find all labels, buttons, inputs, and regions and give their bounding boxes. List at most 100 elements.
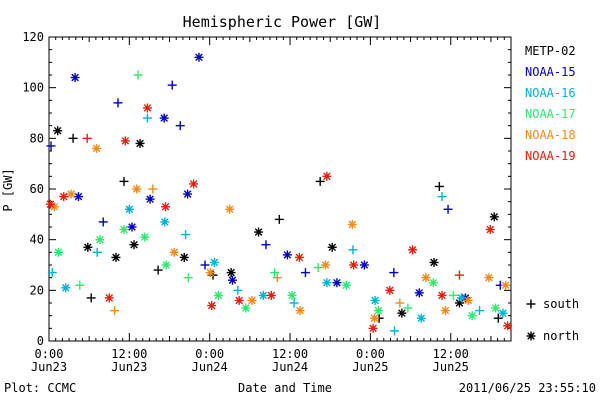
y-tick-label: 60 bbox=[30, 182, 44, 196]
marker-stroke bbox=[464, 296, 472, 305]
marker-stroke bbox=[441, 306, 450, 315]
data-point-noaa-17 bbox=[373, 306, 383, 316]
marker-stroke bbox=[136, 139, 144, 148]
data-point-noaa-15 bbox=[389, 268, 399, 278]
y-tick-label: 40 bbox=[30, 233, 44, 247]
data-point-noaa-18 bbox=[421, 273, 431, 283]
marker-stroke bbox=[248, 296, 256, 305]
data-point-noaa-18 bbox=[110, 306, 120, 316]
x-tick-label-date: Jun25 bbox=[433, 360, 469, 374]
axes-layer: 0204060801001200:00Jun2312:00Jun230:00Ju… bbox=[22, 30, 512, 374]
marker-stroke bbox=[67, 190, 75, 198]
data-point-noaa-19 bbox=[120, 136, 130, 146]
data-point-noaa-15 bbox=[200, 260, 210, 270]
data-point-noaa-16 bbox=[160, 217, 170, 227]
marker-stroke bbox=[235, 296, 243, 305]
data-point-noaa-17 bbox=[140, 232, 150, 242]
data-point-noaa-17 bbox=[403, 303, 413, 313]
chart-title: Hemispheric Power [GW] bbox=[183, 13, 382, 31]
marker-stroke bbox=[105, 294, 114, 302]
marker-stroke bbox=[161, 202, 170, 211]
data-point-noaa-18 bbox=[169, 247, 179, 257]
data-point-noaa-18 bbox=[321, 260, 331, 270]
x-tick-label-date: Jun24 bbox=[192, 360, 228, 374]
legend-entry-noaa-15: NOAA-15 bbox=[525, 65, 576, 79]
x-tick-label-time: 0:00 bbox=[195, 347, 224, 361]
data-point-noaa-15 bbox=[127, 222, 137, 232]
marker-stroke bbox=[503, 322, 512, 330]
data-point-noaa-18 bbox=[369, 313, 379, 323]
data-point-noaa-18 bbox=[205, 268, 215, 278]
marker-stroke bbox=[162, 261, 170, 269]
data-point-noaa-18 bbox=[272, 273, 282, 283]
marker-stroke bbox=[50, 202, 59, 211]
marker-stroke bbox=[53, 126, 62, 135]
data-point-noaa-16 bbox=[181, 230, 191, 240]
marker-stroke bbox=[46, 200, 55, 208]
x-tick-label-time: 0:00 bbox=[356, 347, 385, 361]
data-point-noaa-19 bbox=[437, 290, 447, 300]
legend-marker-star bbox=[526, 331, 536, 341]
data-point-noaa-16 bbox=[209, 257, 219, 267]
marker-stroke bbox=[180, 253, 189, 262]
marker-stroke bbox=[408, 246, 417, 254]
marker-stroke bbox=[283, 251, 292, 259]
legend-entry-noaa-17: NOAA-17 bbox=[525, 107, 576, 121]
legend-entry-noaa-19: NOAA-19 bbox=[525, 149, 576, 163]
data-point-noaa-17 bbox=[75, 280, 85, 290]
y-tick-label: 100 bbox=[22, 81, 44, 95]
legend: METP-02 NOAA-15 NOAA-16 NOAA-17 NOAA-18 NOAA-… bbox=[525, 44, 579, 343]
marker-stroke bbox=[54, 248, 63, 257]
marker-stroke bbox=[225, 205, 234, 214]
legend-entry-noaa-16: NOAA-16 bbox=[525, 86, 576, 100]
marker-stroke bbox=[296, 306, 304, 315]
marker-stroke bbox=[143, 104, 152, 112]
marker-stroke bbox=[369, 324, 377, 333]
data-point-noaa-18 bbox=[92, 143, 102, 153]
marker-stroke bbox=[189, 180, 198, 188]
data-point-noaa-15 bbox=[282, 250, 292, 260]
data-point-noaa-17 bbox=[467, 311, 477, 321]
x-tick-label-time: 12:00 bbox=[111, 347, 147, 361]
data-point-noaa-16 bbox=[370, 295, 380, 305]
marker-stroke bbox=[323, 172, 331, 181]
marker-stroke bbox=[61, 284, 70, 292]
x-axis-label: Date and Time bbox=[238, 381, 332, 395]
data-point-metp-02 bbox=[327, 242, 337, 252]
marker-stroke bbox=[254, 228, 263, 236]
marker-stroke bbox=[84, 243, 92, 252]
data-point-metp-02 bbox=[83, 242, 93, 252]
marker-stroke bbox=[195, 53, 203, 62]
data-point-noaa-18 bbox=[501, 280, 511, 290]
data-point-noaa-15 bbox=[46, 141, 56, 151]
data-point-noaa-19 bbox=[142, 103, 152, 113]
data-point-noaa-19 bbox=[234, 295, 244, 305]
data-point-noaa-18 bbox=[484, 273, 494, 283]
points-layer bbox=[45, 52, 513, 336]
data-point-noaa-19 bbox=[59, 192, 69, 202]
marker-stroke bbox=[71, 73, 79, 82]
marker-stroke bbox=[323, 278, 331, 287]
legend-entry-noaa-18: NOAA-18 bbox=[525, 128, 576, 142]
data-point-metp-02 bbox=[135, 138, 145, 148]
data-point-noaa-19 bbox=[207, 301, 217, 311]
data-point-noaa-16 bbox=[456, 293, 466, 303]
data-point-metp-02 bbox=[254, 227, 264, 237]
marker-stroke bbox=[468, 311, 476, 320]
marker-stroke bbox=[430, 258, 438, 267]
data-point-noaa-15 bbox=[194, 52, 204, 62]
data-point-noaa-17 bbox=[95, 235, 105, 245]
data-point-noaa-15 bbox=[98, 217, 108, 227]
marker-stroke bbox=[170, 248, 179, 257]
data-point-noaa-18 bbox=[395, 298, 405, 308]
marker-stroke bbox=[210, 258, 219, 267]
data-point-noaa-19 bbox=[503, 321, 513, 331]
data-point-noaa-16 bbox=[233, 285, 243, 295]
data-point-metp-02 bbox=[429, 257, 439, 267]
marker-stroke bbox=[288, 291, 296, 300]
data-point-noaa-17 bbox=[287, 290, 297, 300]
marker-stroke bbox=[140, 233, 149, 241]
data-point-noaa-15 bbox=[113, 98, 123, 108]
data-point-noaa-17 bbox=[241, 303, 251, 313]
